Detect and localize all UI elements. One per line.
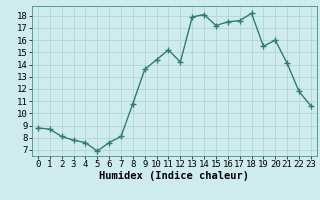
X-axis label: Humidex (Indice chaleur): Humidex (Indice chaleur) [100,171,249,181]
